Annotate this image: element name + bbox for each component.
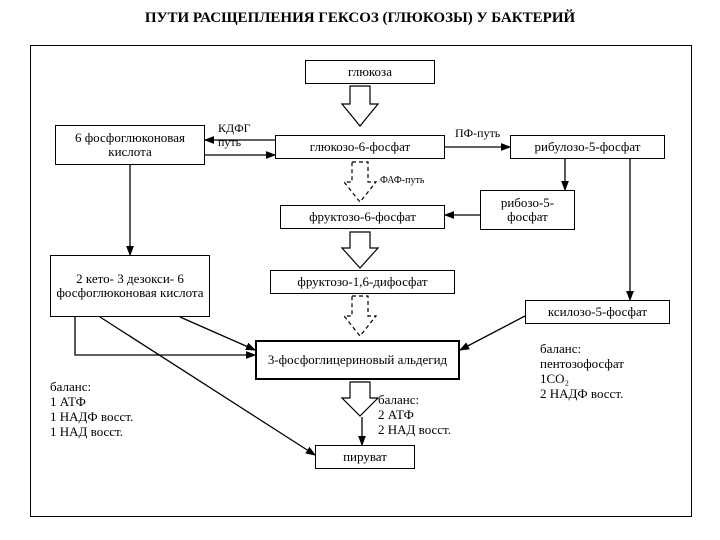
node-ribulose: рибулозо-5-фосфат (510, 135, 665, 159)
node-gluconic: 6 фосфоглюконовая кислота (55, 125, 205, 165)
node-xylulose: ксилозо-5-фосфат (525, 300, 670, 324)
label-bal-mid: баланс: 2 АТФ 2 НАД восст. (378, 393, 451, 438)
node-f6p: фруктозо-6-фосфат (280, 205, 445, 229)
label-bal-right: баланс: пентозофосфат 1CO₂ 2 НАДФ восст. (540, 342, 624, 402)
node-g6p: глюкозо-6-фосфат (275, 135, 445, 159)
node-ribose: рибозо-5- фосфат (480, 190, 575, 230)
node-glucose: глюкоза (305, 60, 435, 84)
label-bal-left: баланс: 1 АТФ 1 НАДФ восст. 1 НАД восст. (50, 380, 133, 440)
label-pf: ПФ-путь (455, 127, 500, 141)
node-g3p: 3-фосфоглицериновый альдегид (255, 340, 460, 380)
label-kdpg: КДФГ путь (218, 122, 251, 150)
node-pyruvate: пируват (315, 445, 415, 469)
node-keto: 2 кето- 3 дезокси- 6 фосфоглюконовая кис… (50, 255, 210, 317)
page-title: ПУТИ РАСЩЕПЛЕНИЯ ГЕКСОЗ (ГЛЮКОЗЫ) У БАКТ… (0, 0, 720, 27)
node-f16bp: фруктозо-1,6-дифосфат (270, 270, 455, 294)
label-faf: ФАФ-путь (380, 175, 424, 187)
